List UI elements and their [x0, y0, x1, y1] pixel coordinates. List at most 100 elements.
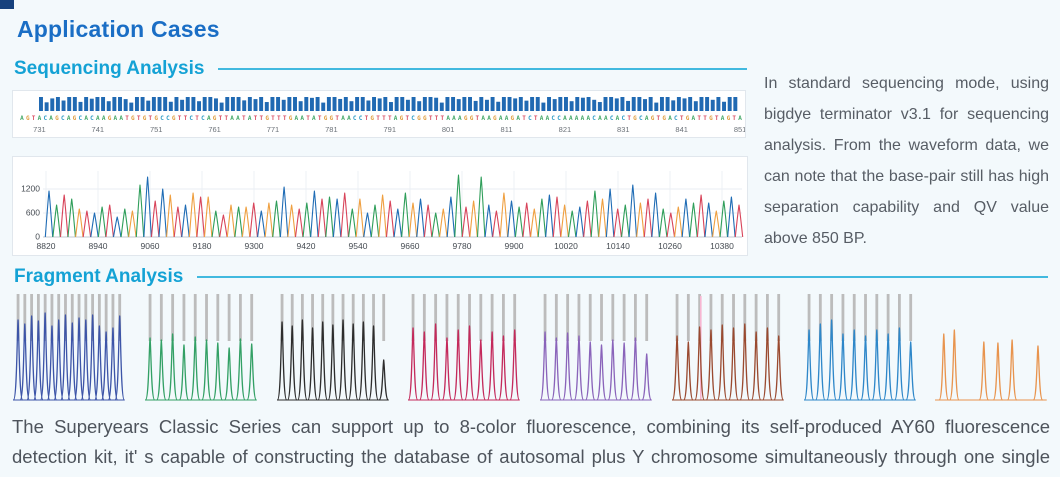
svg-text:9420: 9420: [297, 241, 316, 251]
svg-text:A: A: [487, 115, 491, 122]
svg-text:G: G: [265, 115, 269, 122]
svg-text:0: 0: [35, 232, 40, 242]
fragment-panel-light-blue: [801, 292, 919, 404]
svg-text:C: C: [201, 115, 205, 122]
svg-text:T: T: [440, 115, 444, 122]
svg-text:851: 851: [734, 125, 745, 134]
svg-text:A: A: [505, 115, 509, 122]
svg-text:T: T: [32, 115, 36, 122]
chromatogram-panel: 0 600 1200 8820 8940 9060 9180 9300 9420 9540 9660…: [12, 156, 748, 256]
svg-text:T: T: [283, 115, 287, 122]
svg-text:A: A: [312, 115, 316, 122]
svg-text:T: T: [388, 115, 392, 122]
fragment-panel-purple: [537, 292, 655, 404]
svg-text:T: T: [429, 115, 433, 122]
svg-text:T: T: [219, 115, 223, 122]
svg-text:A: A: [295, 115, 299, 122]
svg-text:T: T: [697, 115, 701, 122]
svg-text:T: T: [335, 115, 339, 122]
svg-text:A: A: [563, 115, 567, 122]
svg-text:T: T: [534, 115, 538, 122]
svg-text:A: A: [499, 115, 503, 122]
svg-text:T: T: [627, 115, 631, 122]
svg-text:9660: 9660: [401, 241, 420, 251]
svg-text:9060: 9060: [141, 241, 160, 251]
svg-text:771: 771: [267, 125, 280, 134]
svg-text:T: T: [435, 115, 439, 122]
svg-text:A: A: [207, 115, 211, 122]
svg-text:G: G: [73, 115, 77, 122]
svg-text:C: C: [90, 115, 94, 122]
svg-text:10260: 10260: [658, 241, 682, 251]
svg-text:10140: 10140: [606, 241, 630, 251]
svg-text:A: A: [481, 115, 485, 122]
svg-text:T: T: [732, 115, 736, 122]
svg-text:A: A: [692, 115, 696, 122]
svg-text:T: T: [277, 115, 281, 122]
svg-text:G: G: [213, 115, 217, 122]
sequencing-heading: Sequencing Analysis: [14, 58, 205, 79]
svg-text:T: T: [522, 115, 526, 122]
fragment-panel-green: [142, 292, 260, 404]
svg-text:C: C: [353, 115, 357, 122]
svg-text:9780: 9780: [453, 241, 472, 251]
svg-text:C: C: [61, 115, 65, 122]
fragment-panel-blue: [10, 292, 128, 404]
svg-text:T: T: [306, 115, 310, 122]
svg-text:G: G: [493, 115, 497, 122]
chromatogram: 0 600 1200 8820 8940 9060 9180 9300 9420 9540 9660…: [21, 171, 744, 251]
svg-text:A: A: [721, 115, 725, 122]
svg-text:801: 801: [442, 125, 455, 134]
svg-text:T: T: [405, 115, 409, 122]
svg-text:9180: 9180: [193, 241, 212, 251]
svg-text:1200: 1200: [21, 184, 40, 194]
svg-text:G: G: [417, 115, 421, 122]
svg-text:G: G: [709, 115, 713, 122]
svg-text:C: C: [359, 115, 363, 122]
fragment-panel-brown: [669, 292, 787, 404]
svg-text:791: 791: [384, 125, 397, 134]
svg-text:G: G: [131, 115, 135, 122]
svg-text:A: A: [581, 115, 585, 122]
svg-text:C: C: [78, 115, 82, 122]
svg-text:8820: 8820: [37, 241, 56, 251]
svg-text:T: T: [125, 115, 129, 122]
svg-text:C: C: [674, 115, 678, 122]
svg-text:G: G: [143, 115, 147, 122]
svg-text:A: A: [458, 115, 462, 122]
svg-text:C: C: [557, 115, 561, 122]
svg-text:C: C: [189, 115, 193, 122]
svg-text:A: A: [516, 115, 520, 122]
svg-text:A: A: [236, 115, 240, 122]
svg-text:A: A: [452, 115, 456, 122]
svg-text:T: T: [376, 115, 380, 122]
svg-text:A: A: [38, 115, 42, 122]
svg-text:G: G: [464, 115, 468, 122]
svg-text:T: T: [715, 115, 719, 122]
svg-text:G: G: [727, 115, 731, 122]
svg-text:9540: 9540: [349, 241, 368, 251]
svg-text:T: T: [259, 115, 263, 122]
svg-text:9900: 9900: [505, 241, 524, 251]
svg-text:A: A: [604, 115, 608, 122]
svg-text:C: C: [528, 115, 532, 122]
svg-text:G: G: [633, 115, 637, 122]
svg-text:C: C: [621, 115, 625, 122]
svg-text:751: 751: [150, 125, 163, 134]
fragment-panel-black: [274, 292, 392, 404]
svg-text:T: T: [149, 115, 153, 122]
svg-text:G: G: [324, 115, 328, 122]
svg-text:T: T: [195, 115, 199, 122]
svg-text:C: C: [411, 115, 415, 122]
svg-text:A: A: [394, 115, 398, 122]
svg-text:T: T: [365, 115, 369, 122]
svg-text:A: A: [84, 115, 88, 122]
fragment-rule: [197, 276, 1048, 278]
svg-text:A: A: [230, 115, 234, 122]
svg-text:831: 831: [617, 125, 630, 134]
svg-text:A: A: [446, 115, 450, 122]
svg-text:T: T: [242, 115, 246, 122]
